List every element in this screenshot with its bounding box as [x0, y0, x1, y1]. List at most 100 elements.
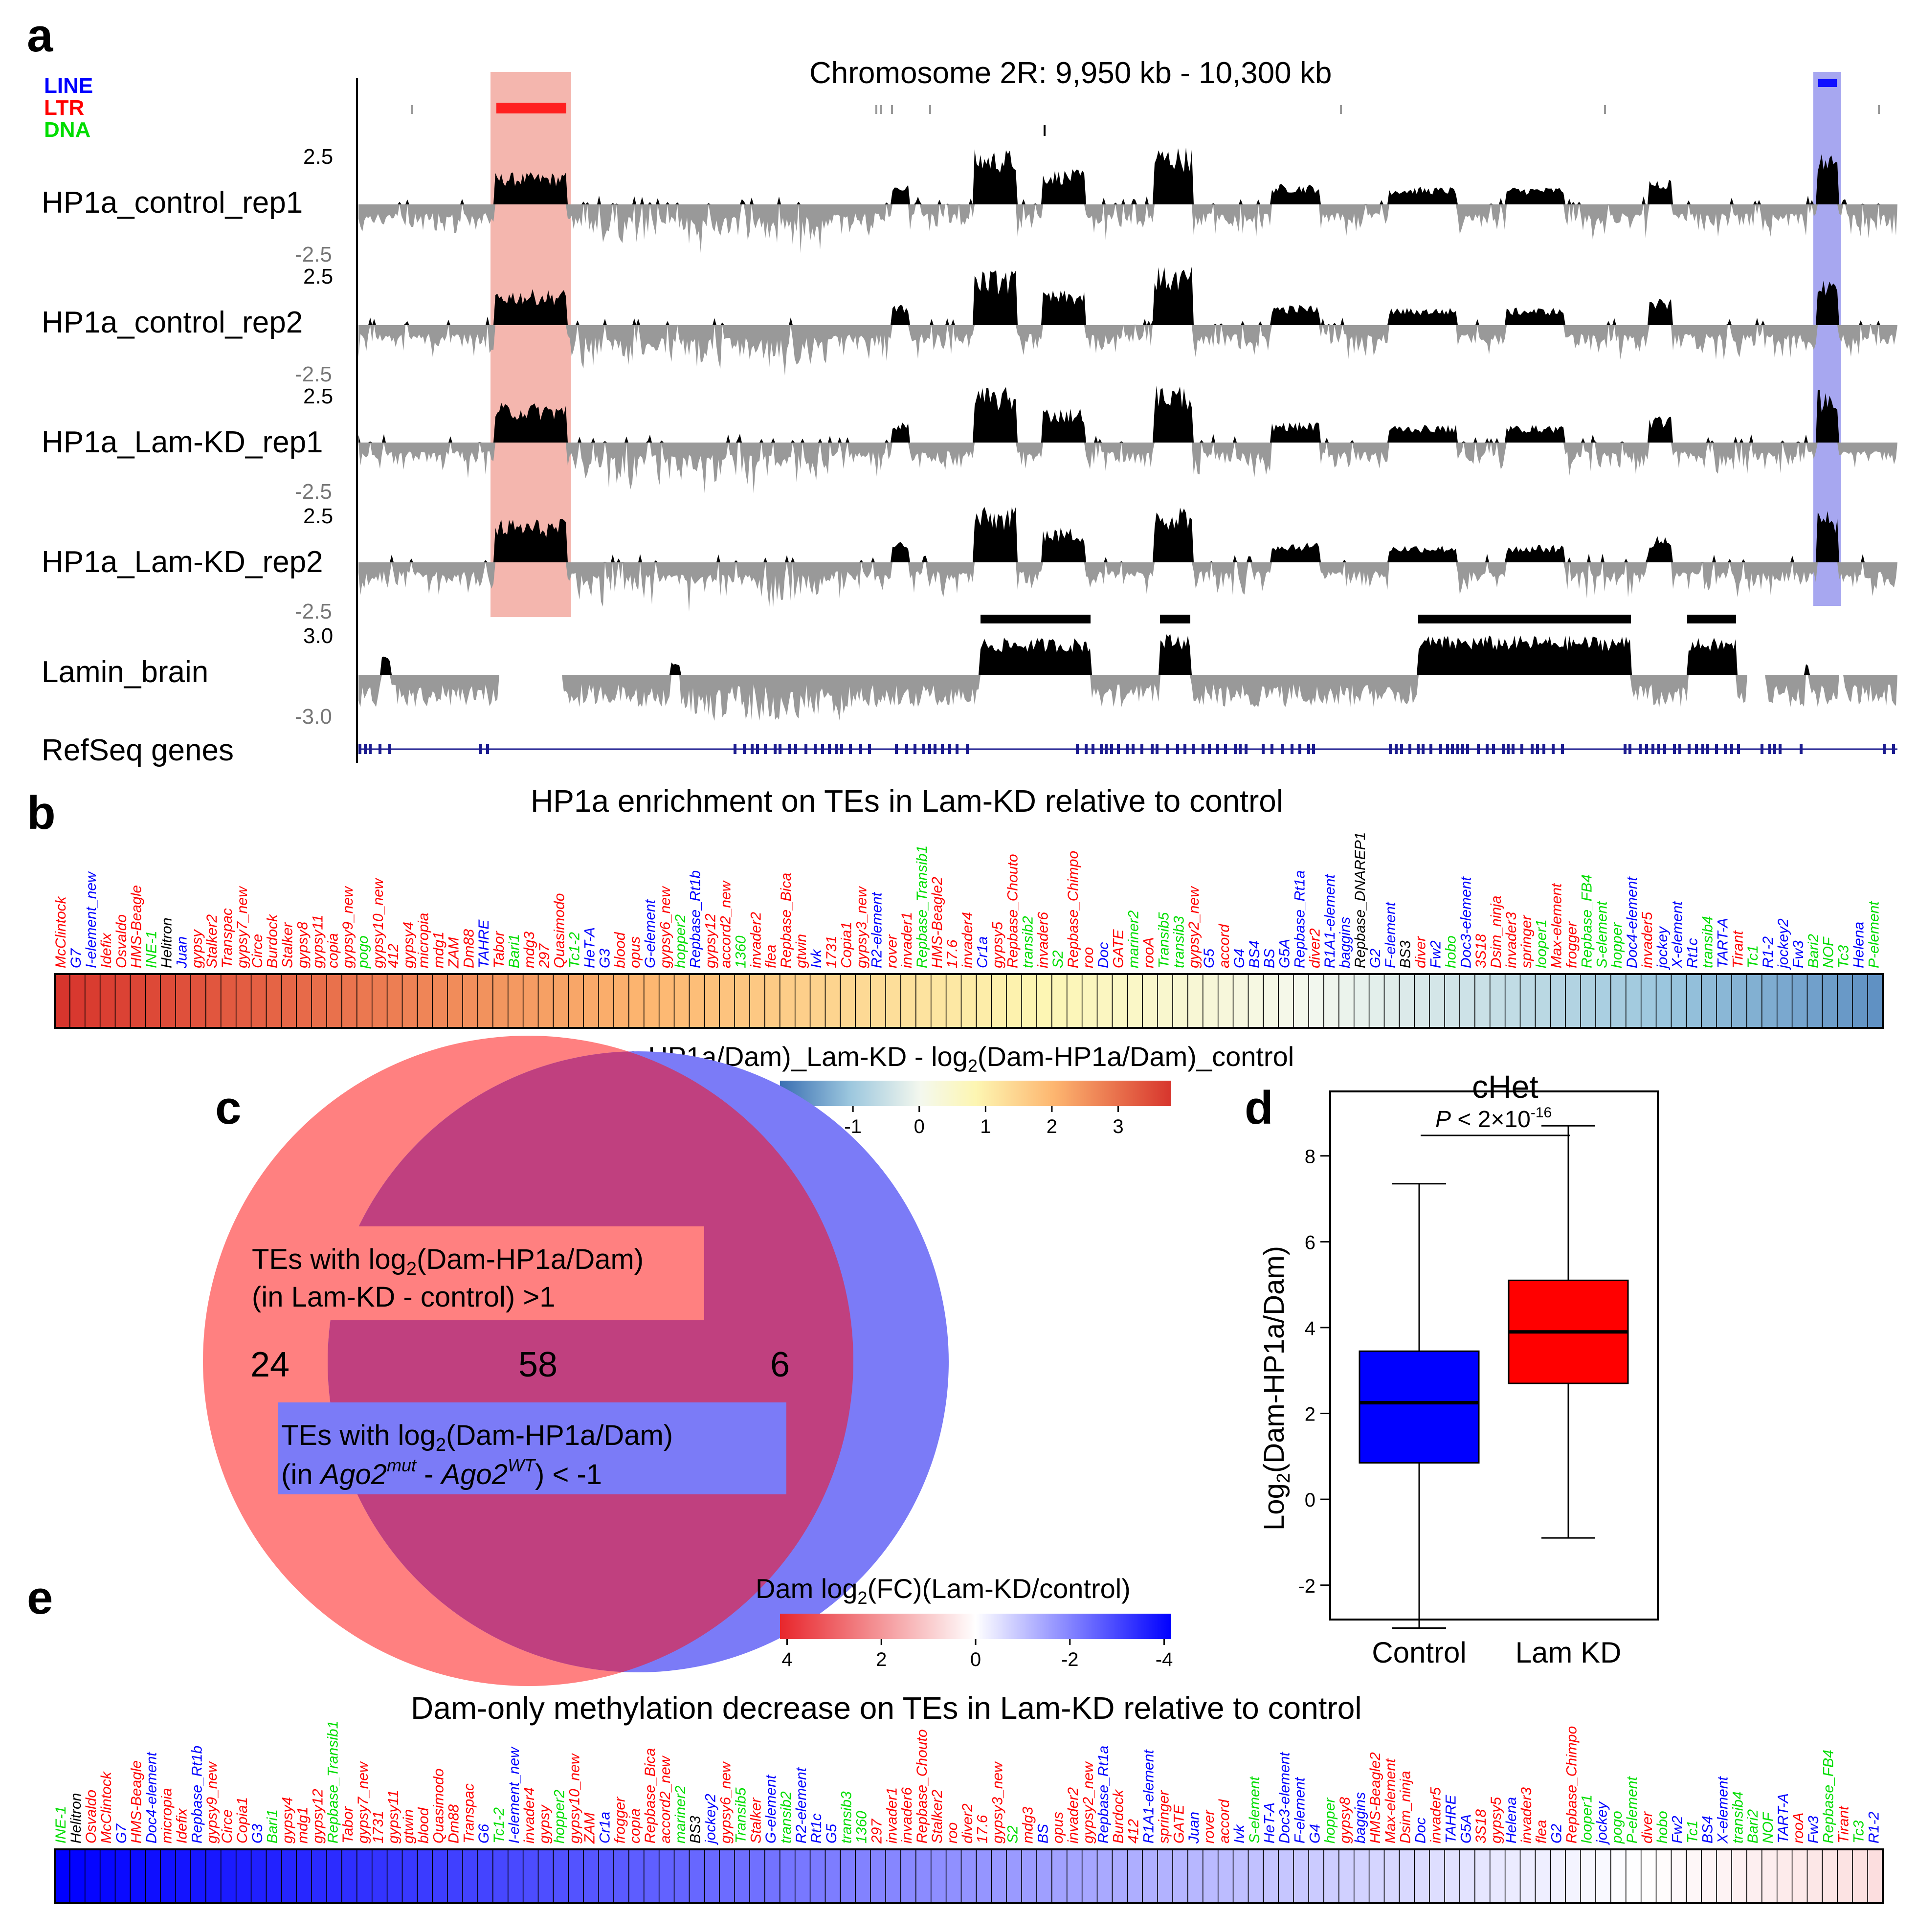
heatmap-cell — [1504, 1849, 1521, 1904]
heatmap-cell — [1716, 1849, 1732, 1904]
colorbar-e-title: Dam log2(FC)(Lam-KD/control) — [756, 1573, 1131, 1608]
te-label: G4 — [1231, 949, 1248, 968]
te-label: blood — [416, 1807, 432, 1843]
te-label: gypsy9_new — [204, 1761, 220, 1843]
heatmap-cell — [85, 974, 101, 1028]
heatmap-cell — [764, 974, 780, 1028]
te-label: gypsy7_new — [234, 886, 250, 968]
heatmap-cell — [976, 1849, 992, 1904]
heatmap-cell — [1127, 1849, 1143, 1904]
colorbar-e-ticks: 4 2 0 -2 -4 — [781, 1639, 1173, 1670]
te-label: gypsy10_new — [370, 877, 386, 968]
box-plot-title: cHet — [1472, 1068, 1538, 1105]
gene-exon — [1678, 744, 1681, 754]
te-label: Tc1-2 — [567, 932, 583, 968]
te-label: Circe — [219, 1809, 235, 1843]
te-label: Stalker2 — [929, 1790, 945, 1843]
track-label-lamkd-rep2: HP1a_Lam-KD_rep2 — [42, 545, 323, 579]
box — [1359, 1350, 1480, 1464]
te-label: P-element — [1866, 901, 1882, 968]
te-annotation-tick — [1340, 105, 1342, 114]
legend-line: LINE — [44, 74, 93, 98]
te-label: Bari1 — [506, 934, 522, 968]
heatmap-cell — [160, 1849, 176, 1904]
te-label: Helena — [1851, 922, 1867, 968]
heatmap-cell — [1474, 974, 1491, 1028]
te-label: BS3 — [688, 1816, 704, 1843]
heatmap-cell — [296, 974, 312, 1028]
te-label: Fw2 — [1670, 1816, 1686, 1843]
gene-exon — [1307, 744, 1310, 754]
gene-exon — [1110, 744, 1113, 754]
gene-exon — [928, 744, 931, 754]
gene-exon — [1271, 744, 1273, 754]
gene-exon — [1486, 744, 1489, 754]
heatmap-cell — [1278, 1849, 1294, 1904]
gene-exon — [1100, 744, 1103, 754]
te-label: jockey — [1654, 926, 1671, 970]
te-label: Repbase_Transib1 — [325, 1721, 341, 1843]
te-label: 1731 — [824, 935, 840, 968]
heatmap-cell — [326, 974, 342, 1028]
legend-dna: DNA — [44, 118, 90, 142]
gene-exon — [1883, 744, 1886, 754]
gene-exon — [1536, 744, 1539, 754]
heatmap-cell — [1112, 1849, 1128, 1904]
te-label: Tc1 — [1745, 945, 1761, 968]
te-label: Repbase_Chouto — [914, 1729, 930, 1843]
te-label: accord2_new — [657, 1755, 673, 1843]
heatmap-cell — [1595, 974, 1611, 1028]
gene-exon — [1202, 744, 1204, 754]
gene-exon — [1298, 744, 1301, 754]
heatmap-cell — [1459, 1849, 1475, 1904]
gene-exon — [1312, 744, 1315, 754]
te-label: gtwin — [401, 1809, 417, 1843]
heatmap-cell — [1232, 974, 1249, 1028]
heatmap-border — [54, 973, 1884, 1029]
gene-exon — [1779, 744, 1782, 754]
category-label: Lam KD — [1516, 1636, 1622, 1669]
te-label: G3 — [597, 949, 613, 968]
te-label: TAHRE — [476, 919, 492, 968]
te-label: Bari2 — [1806, 934, 1822, 968]
te-label: Stalker — [280, 922, 296, 968]
heatmap-cell — [462, 1849, 478, 1904]
gene-exon — [1512, 744, 1515, 754]
heatmap-cell — [1308, 1849, 1324, 1904]
te-label: mdg3 — [521, 932, 537, 968]
te-label: Dsim_ninja — [1398, 1771, 1414, 1843]
heatmap-cell — [522, 974, 539, 1028]
te-label: G7 — [68, 948, 84, 968]
heatmap-cell — [1610, 1849, 1627, 1904]
te-label: Tc1 — [1685, 1821, 1701, 1843]
y-tick-label: 0 — [1305, 1489, 1315, 1511]
heatmap-cell — [1354, 1849, 1370, 1904]
y-tick-label: 2 — [1305, 1404, 1315, 1425]
lamin-negative-signal — [358, 675, 1897, 721]
heatmap-cell — [1565, 1849, 1581, 1904]
te-label: Rt1c — [1685, 938, 1701, 968]
venn-label-1-line2: (in Lam-KD - control) >1 — [252, 1281, 555, 1313]
te-label: Bari2 — [1745, 1809, 1761, 1843]
gene-exon — [1422, 744, 1425, 754]
te-label: Helitron — [68, 1793, 84, 1843]
panel-e-title: Dam-only methylation decrease on TEs in … — [411, 1690, 1362, 1726]
scale-max: 2.5 — [303, 384, 333, 408]
te-label: flea — [763, 945, 779, 968]
te-label: roo — [944, 1822, 960, 1843]
gene-exon — [1800, 744, 1803, 754]
heatmap-e: INE-1HelitronOsvaldoMcClintockG7HMS-Beag… — [53, 1721, 1884, 1904]
heatmap-cell — [1157, 974, 1173, 1028]
heatmap-cell — [945, 1849, 962, 1904]
te-label: 3S18 — [1473, 934, 1489, 968]
te-label: gypsy6_new — [718, 1761, 734, 1843]
te-label: HMS-Beagle2 — [929, 877, 945, 968]
heatmap-cell — [583, 1849, 599, 1904]
heatmap-cell — [689, 974, 705, 1028]
negative-signal — [358, 325, 1897, 376]
gene-exon — [1166, 744, 1169, 754]
heatmap-cell — [1459, 974, 1475, 1028]
heatmap-cell — [1203, 974, 1219, 1028]
refseq-gene-track — [358, 744, 1897, 754]
heatmap-cell — [477, 1849, 493, 1904]
